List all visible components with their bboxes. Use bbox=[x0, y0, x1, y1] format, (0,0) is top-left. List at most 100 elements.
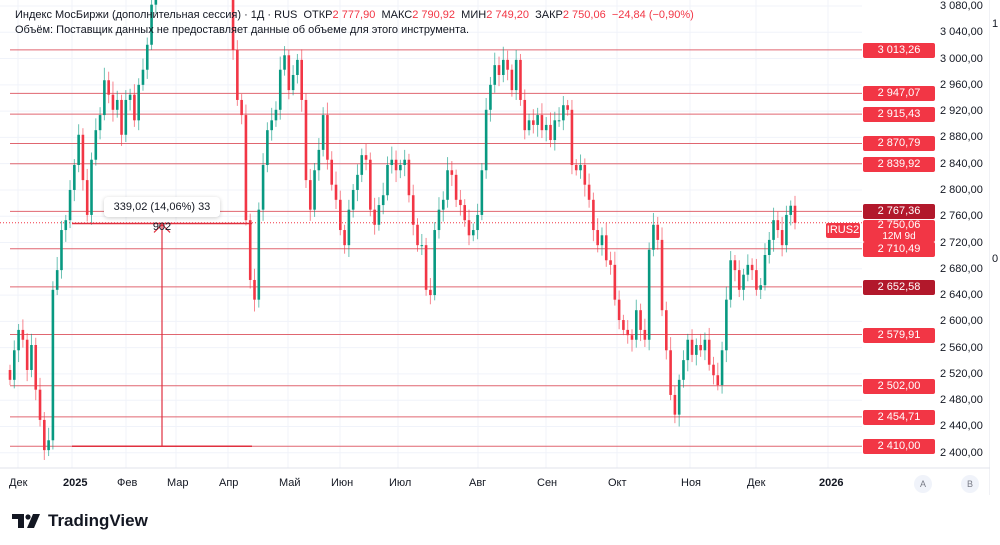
level-label: 2 915,43 bbox=[863, 107, 935, 123]
candle-body bbox=[103, 80, 106, 116]
time-label: Апр bbox=[219, 477, 239, 489]
candle-body bbox=[570, 109, 574, 165]
time-label: Июл bbox=[389, 477, 412, 489]
candle-body bbox=[746, 264, 750, 275]
candle-body bbox=[283, 55, 286, 70]
candle-body bbox=[639, 310, 642, 330]
candle-body bbox=[321, 115, 325, 150]
candle-body bbox=[626, 329, 630, 336]
level-label: 2 579,91 bbox=[863, 327, 935, 343]
brand-name: TradingView bbox=[48, 511, 148, 530]
candle-body bbox=[609, 260, 612, 265]
candle-body bbox=[291, 74, 295, 91]
candle-body bbox=[673, 394, 677, 415]
candle-body bbox=[665, 310, 668, 351]
candle-body bbox=[270, 120, 273, 131]
bar-countdown: 12M 9d bbox=[882, 231, 916, 243]
price-range-measure[interactable] bbox=[72, 222, 252, 447]
candle-body bbox=[656, 224, 660, 240]
log-scale-button[interactable]: B bbox=[961, 475, 979, 493]
tradingview-logo[interactable]: TradingView bbox=[12, 511, 148, 531]
candle-body bbox=[471, 230, 475, 236]
candle-body bbox=[381, 195, 385, 206]
candle-body bbox=[278, 69, 282, 110]
candle-body bbox=[480, 170, 484, 215]
candle-body bbox=[120, 99, 123, 135]
candle-body bbox=[617, 299, 621, 321]
candle-body bbox=[407, 159, 411, 196]
high-label: МАКС bbox=[381, 9, 413, 21]
candle-body bbox=[107, 80, 110, 95]
candle-body bbox=[596, 230, 599, 246]
candle-body bbox=[300, 59, 303, 100]
level-label: 2 947,07 bbox=[863, 86, 935, 102]
candle-body bbox=[437, 209, 441, 231]
price-tick: 2 720,00 bbox=[940, 236, 983, 249]
auto-scale-button[interactable]: A bbox=[914, 475, 932, 493]
candle-body bbox=[373, 209, 376, 225]
candle-body bbox=[789, 205, 793, 215]
candle-body bbox=[566, 105, 569, 110]
candle-body bbox=[150, 4, 153, 45]
change-value: −24,84 (−0,90%) bbox=[611, 9, 694, 21]
candle-body bbox=[707, 339, 711, 365]
price-chart[interactable] bbox=[0, 0, 990, 495]
candle-body bbox=[248, 220, 252, 280]
candle-body bbox=[699, 345, 702, 351]
level-label: 2 710,49 bbox=[863, 241, 935, 257]
candle-body bbox=[253, 279, 256, 300]
candle-body bbox=[540, 115, 544, 131]
candle-body bbox=[364, 155, 368, 160]
candle-body bbox=[634, 310, 638, 340]
candle-body bbox=[643, 329, 647, 340]
candle-body bbox=[390, 159, 394, 165]
candle-body bbox=[630, 335, 634, 340]
candle-body bbox=[360, 155, 364, 175]
candle-body bbox=[767, 239, 771, 256]
price-tick: 2 600,00 bbox=[940, 315, 983, 328]
time-label: Дек bbox=[9, 477, 28, 489]
close-value: 2 750,06 bbox=[562, 9, 606, 21]
time-label: Май bbox=[279, 477, 301, 489]
candle-body bbox=[600, 235, 604, 246]
candle-body bbox=[60, 230, 63, 271]
candle-body bbox=[441, 199, 445, 210]
candle-body bbox=[38, 389, 42, 420]
candle-body bbox=[502, 59, 505, 75]
candle-body bbox=[557, 120, 561, 122]
candle-body bbox=[317, 149, 321, 171]
candle-body bbox=[682, 360, 685, 380]
grid bbox=[0, 0, 862, 468]
time-label: Мар bbox=[167, 477, 189, 489]
candle-body bbox=[343, 230, 346, 246]
candle-body bbox=[647, 249, 651, 340]
candle-body bbox=[527, 120, 531, 131]
symbol-legend: Индекс МосБиржи (дополнительная сессия) … bbox=[15, 8, 694, 38]
candle-body bbox=[274, 109, 278, 121]
candle-group bbox=[8, 0, 797, 460]
open-label: ОТКР bbox=[303, 9, 333, 21]
candle-body bbox=[716, 375, 720, 386]
candle-body bbox=[514, 59, 518, 91]
candle-body bbox=[729, 260, 732, 300]
candles bbox=[8, 0, 797, 460]
candle-body bbox=[622, 320, 625, 330]
current-price-label: 2 750,06 12M 9d bbox=[863, 220, 935, 243]
tradingview-logo-icon bbox=[12, 514, 40, 528]
candle-body bbox=[137, 84, 140, 121]
candle-body bbox=[562, 105, 565, 121]
candle-body bbox=[330, 159, 334, 185]
legend-ohlc-row: Индекс МосБиржи (дополнительная сессия) … bbox=[15, 8, 694, 23]
horizontal-levels[interactable] bbox=[0, 49, 862, 447]
candle-body bbox=[51, 289, 55, 441]
candle-body bbox=[12, 350, 16, 380]
candle-body bbox=[21, 329, 25, 340]
candle-body bbox=[549, 124, 552, 141]
level-label: 2 502,00 bbox=[863, 378, 935, 394]
candle-body bbox=[55, 270, 59, 290]
price-tick: 2 520,00 bbox=[940, 367, 983, 380]
candle-body bbox=[257, 209, 261, 300]
measure-label: 339,02 (14,06%) 33 902 bbox=[104, 197, 220, 233]
candle-body bbox=[497, 65, 501, 75]
price-tick: 2 800,00 bbox=[940, 183, 983, 196]
